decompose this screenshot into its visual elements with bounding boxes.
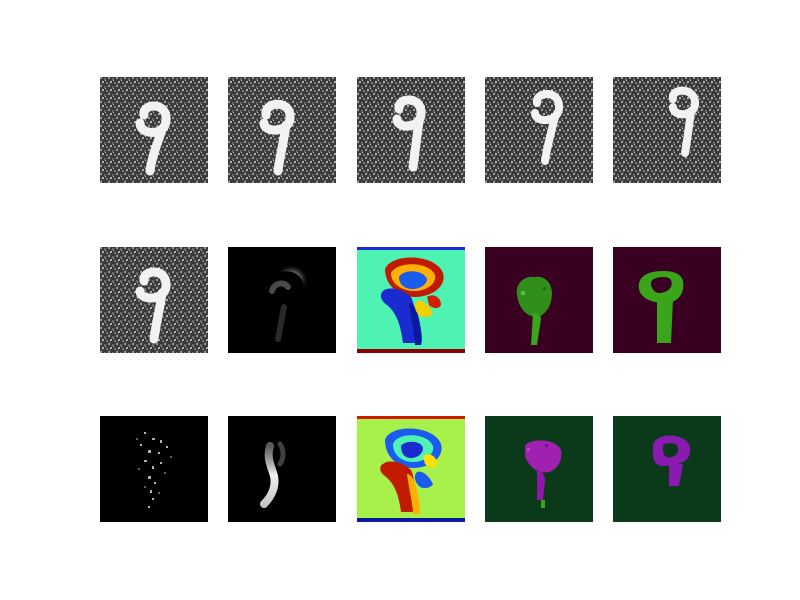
segmentation-mask xyxy=(485,247,593,353)
panel-r1c3-noisy-digit xyxy=(357,77,465,183)
jet-colormap-map xyxy=(357,416,465,522)
noisy-digit-nine-image xyxy=(485,77,593,183)
panel-r1c1-noisy-digit xyxy=(100,77,208,183)
panel-r3c1-grayscale-sparse xyxy=(100,416,208,522)
panel-r3c2-grayscale-attention xyxy=(228,416,336,522)
panel-r3c3-jet-colormap xyxy=(357,416,465,522)
grayscale-sparse-map xyxy=(100,416,208,522)
segmentation-mask xyxy=(613,416,721,522)
panel-r3c5-segmentation-mask xyxy=(613,416,721,522)
noisy-digit-nine-image xyxy=(228,77,336,183)
grayscale-attention-map xyxy=(228,247,336,353)
segmentation-mask xyxy=(613,247,721,353)
panel-r2c2-grayscale-attention xyxy=(228,247,336,353)
panel-r1c5-noisy-digit xyxy=(613,77,721,183)
noisy-digit-nine-image xyxy=(100,247,208,353)
noisy-digit-nine-image xyxy=(613,77,721,183)
panel-r2c5-segmentation-mask xyxy=(613,247,721,353)
panel-r2c3-jet-colormap xyxy=(357,247,465,353)
panel-r1c4-noisy-digit xyxy=(485,77,593,183)
grayscale-attention-map xyxy=(228,416,336,522)
panel-r2c1-noisy-digit xyxy=(100,247,208,353)
segmentation-mask xyxy=(485,416,593,522)
noisy-digit-nine-image xyxy=(100,77,208,183)
panel-r3c4-segmentation-mask xyxy=(485,416,593,522)
noisy-digit-nine-image xyxy=(357,77,465,183)
panel-r1c2-noisy-digit xyxy=(228,77,336,183)
panel-r2c4-segmentation-mask xyxy=(485,247,593,353)
jet-colormap-map xyxy=(357,247,465,353)
